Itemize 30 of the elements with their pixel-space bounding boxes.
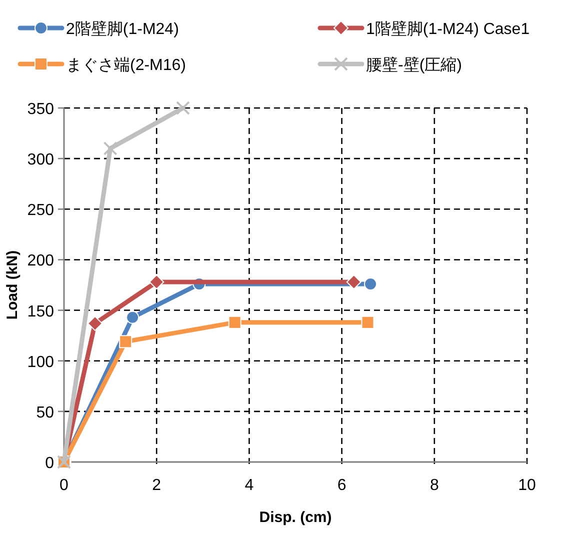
x-tick-label: 2	[152, 477, 162, 494]
y-axis-title: Load (kN)	[4, 250, 21, 320]
y-tick-label: 150	[27, 303, 54, 320]
x-tick-label: 8	[430, 477, 439, 494]
y-tick-label: 100	[27, 354, 54, 371]
point	[119, 335, 132, 348]
point	[88, 316, 103, 331]
y-tick-label: 200	[27, 252, 54, 270]
y-tick-label: 250	[27, 202, 54, 220]
y-tick-label: 300	[27, 152, 54, 169]
x-tick-label: 0	[60, 477, 69, 494]
point	[228, 316, 242, 329]
x-tick-label: 6	[337, 477, 346, 494]
point	[149, 274, 164, 290]
legend-label: 2階壁脚(1-M24)	[66, 20, 179, 38]
point	[346, 274, 362, 290]
legend-label: まぐさ端(2-M16)	[66, 56, 186, 74]
x-axis-title: Disp. (cm)	[259, 509, 332, 526]
point	[176, 101, 190, 115]
point	[361, 316, 374, 329]
y-tick-label: 50	[36, 404, 54, 422]
x-tick-label: 10	[518, 477, 536, 494]
point	[126, 310, 140, 324]
point	[364, 277, 378, 290]
x-tick-label: 4	[244, 477, 254, 494]
y-tick-label: 0	[45, 455, 54, 472]
legend-label: 1階壁脚(1-M24) Case1	[366, 20, 530, 38]
point	[103, 141, 118, 156]
y-tick-label: 350	[27, 101, 54, 118]
legend-label: 腰壁-壁(圧縮)	[366, 56, 462, 74]
